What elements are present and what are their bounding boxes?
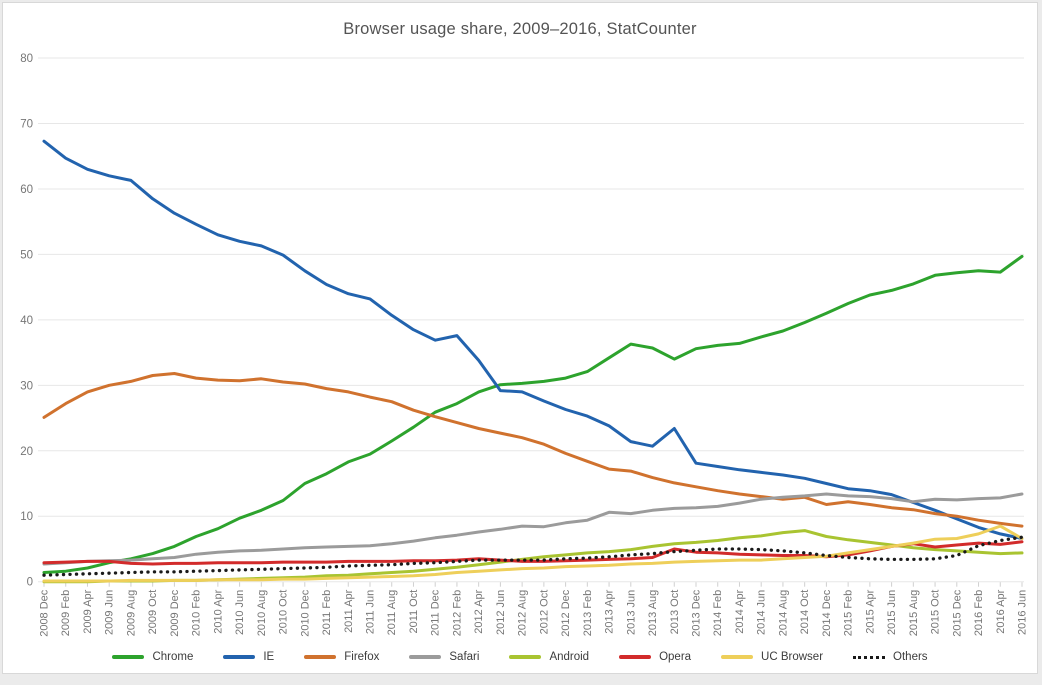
- x-tick-label: 2016 Feb: [973, 590, 985, 636]
- y-tick-label: 80: [20, 53, 33, 65]
- y-tick-label: 70: [20, 118, 33, 130]
- x-tick-label: 2009 Apr: [82, 589, 94, 633]
- series-lines: [42, 139, 1024, 584]
- x-tick-label: 2015 Dec: [951, 589, 963, 637]
- legend-item-uc-browser: UC Browser: [721, 651, 823, 663]
- x-tick-label: 2016 Apr: [995, 589, 1007, 633]
- x-tick-label: 2013 Feb: [582, 590, 594, 636]
- browser-usage-line-chart: 0 10 20 30 40 50 60 70 80 2008 Dec 2009 Feb 2009 Ap…: [20, 53, 1029, 637]
- x-tick-label: 2015 Oct: [930, 590, 942, 635]
- x-tick-label: 2015 Feb: [843, 590, 855, 636]
- x-tick-label: 2013 Dec: [691, 589, 703, 637]
- legend-item-android: Android: [509, 651, 589, 663]
- x-tick-label: 2010 Aug: [256, 590, 268, 637]
- x-tick-label: 2011 Oct: [408, 590, 420, 634]
- legend-swatch-safari: [409, 655, 442, 659]
- series-line-uc-browser: [42, 524, 1024, 583]
- x-tick-label: 2014 Dec: [821, 589, 833, 637]
- x-tick-label: 2009 Aug: [125, 590, 137, 637]
- x-tick-label: 2013 Oct: [669, 590, 681, 635]
- legend-swatch-firefox: [304, 655, 337, 659]
- x-tick-label: 2011 Jun: [365, 590, 377, 634]
- y-tick-label: 40: [20, 315, 33, 327]
- legend-item-safari: Safari: [409, 651, 479, 663]
- legend-swatch-chrome: [112, 655, 145, 659]
- legend-item-ie: IE: [223, 651, 274, 663]
- legend-label-chrome: Chrome: [152, 651, 194, 663]
- x-tick-label: 2008 Dec: [39, 589, 51, 637]
- gridlines: [38, 57, 1024, 583]
- series-line-safari: [42, 492, 1024, 566]
- x-tick-label: 2013 Apr: [604, 589, 616, 633]
- x-tick-label: 2010 Jun: [234, 590, 246, 635]
- chart-card: Browser usage share, 2009–2016, StatCoun…: [2, 2, 1038, 674]
- legend-swatch-uc-browser: [721, 655, 754, 659]
- x-tick-label: 2013 Jun: [625, 590, 637, 635]
- x-tick-label: 2012 Aug: [517, 590, 529, 637]
- x-tick-label: 2010 Feb: [191, 590, 203, 636]
- legend-item-firefox: Firefox: [304, 651, 379, 663]
- x-tick-label: 2012 Feb: [451, 590, 463, 636]
- legend-label-firefox: Firefox: [344, 651, 380, 663]
- x-tick-label: 2012 Dec: [560, 589, 572, 637]
- x-tick-label: 2014 Jun: [756, 590, 768, 635]
- x-tick-label: 2012 Apr: [473, 589, 485, 633]
- y-tick-label: 30: [20, 380, 33, 392]
- legend-label-opera: Opera: [659, 651, 692, 663]
- legend-label-uc-browser: UC Browser: [761, 651, 824, 663]
- legend-swatch-others: [853, 655, 886, 659]
- legend-swatch-android: [509, 655, 542, 659]
- y-axis-labels: 0 10 20 30 40 50 60 70 80: [20, 53, 33, 589]
- x-tick-label: 2011 Dec: [430, 589, 442, 636]
- x-tick-label: 2012 Oct: [538, 590, 550, 635]
- x-tick-label: 2010 Oct: [278, 590, 290, 635]
- x-tick-label: 2009 Dec: [169, 589, 181, 637]
- y-tick-label: 10: [20, 511, 33, 523]
- x-tick-label: 2009 Oct: [147, 590, 159, 635]
- x-tick-label: 2013 Aug: [647, 590, 659, 637]
- x-tick-label: 2014 Aug: [777, 590, 789, 637]
- x-tick-label: 2014 Feb: [712, 590, 724, 636]
- x-tick-label: 2010 Apr: [212, 589, 224, 633]
- x-tick-label: 2016 Jun: [1017, 590, 1029, 635]
- x-tick-label: 2009 Jun: [104, 590, 116, 635]
- legend-swatch-opera: [619, 655, 652, 659]
- legend-swatch-ie: [223, 655, 256, 659]
- series-line-chrome: [42, 254, 1024, 574]
- y-tick-label: 20: [20, 446, 33, 458]
- y-tick-label: 50: [20, 249, 33, 261]
- y-tick-label: 60: [20, 184, 33, 196]
- x-tick-label: 2015 Jun: [886, 590, 898, 635]
- series-line-opera: [42, 540, 1024, 566]
- x-tick-label: 2011 Aug: [386, 590, 398, 636]
- x-tick-label: 2009 Feb: [60, 590, 72, 636]
- legend-item-opera: Opera: [619, 651, 691, 663]
- legend-label-android: Android: [549, 651, 590, 663]
- legend-item-others: Others: [853, 651, 928, 663]
- x-tick-label: 2011 Apr: [343, 589, 355, 633]
- chart-title: Browser usage share, 2009–2016, StatCoun…: [343, 20, 697, 38]
- y-tick-label: 0: [27, 577, 33, 589]
- x-tick-label: 2012 Jun: [495, 590, 507, 635]
- legend-label-others: Others: [893, 651, 928, 663]
- x-tick-label: 2014 Apr: [734, 589, 746, 633]
- x-tick-label: 2015 Aug: [908, 590, 920, 637]
- x-tick-label: 2014 Oct: [799, 590, 811, 635]
- legend-label-safari: Safari: [449, 651, 480, 663]
- legend-item-chrome: Chrome: [112, 651, 193, 663]
- x-axis-ticks: [43, 582, 1023, 587]
- legend-label-ie: IE: [263, 651, 275, 663]
- series-line-firefox: [42, 372, 1024, 528]
- chart-legend: Chrome IE Firefox Safari Android Opera UC Brow…: [3, 651, 1037, 663]
- x-tick-label: 2011 Feb: [321, 590, 333, 636]
- series-line-others: [42, 535, 1024, 577]
- x-tick-label: 2010 Dec: [299, 589, 311, 637]
- x-axis-labels: 2008 Dec 2009 Feb 2009 Apr 2009 Jun 2009 Aug…: [39, 589, 1029, 637]
- x-tick-label: 2015 Apr: [864, 589, 876, 633]
- series-line-ie: [42, 139, 1024, 540]
